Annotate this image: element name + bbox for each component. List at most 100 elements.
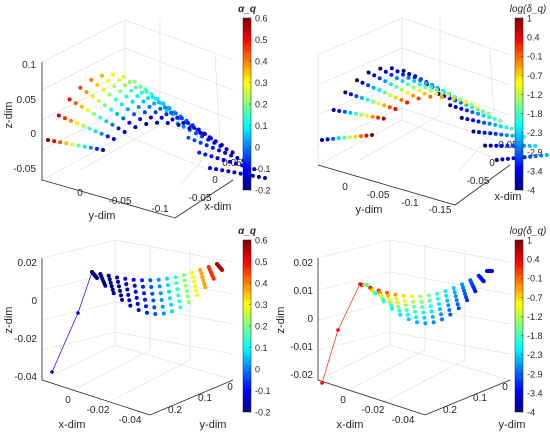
data-point [533,154,538,159]
data-point [125,287,130,292]
data-point [320,381,324,385]
data-point [99,131,104,136]
x-axis-label: x-dim [205,201,232,213]
data-point [132,112,136,117]
data-point [383,69,388,74]
colorbar-tick-label: -1.8 [527,109,543,119]
data-point [192,138,197,143]
x-tick: -0.04 [119,415,142,426]
axes-lines [41,258,234,416]
z-axis-label: z-dim [3,102,15,129]
data-point [423,321,428,326]
data-point [411,93,416,98]
data-point [110,287,115,292]
colorbar-tick-label: 0.2 [255,100,268,110]
data-point [383,79,388,84]
colorbar-tick-label: -4 [527,408,535,418]
data-point [221,158,226,162]
data-point [448,103,453,108]
data-point [101,148,105,152]
data-point [481,113,486,118]
data-point [481,109,485,114]
data-point [342,109,347,114]
data-point [385,290,389,295]
data-point [510,143,515,148]
y-axis-label: y-dim [89,210,116,222]
data-point [110,122,115,127]
data-point [505,143,510,148]
data-point [198,130,203,135]
colorbar-label: α_q [238,4,256,15]
data-point [107,277,112,282]
data-point [402,298,407,303]
data-point [87,126,92,131]
data-point [193,284,197,289]
x-axis-label: x-dim [337,419,364,431]
data-point [488,131,493,136]
data-point [527,143,532,148]
data-point [178,305,183,310]
data-point [381,116,386,121]
data-point [331,108,336,112]
data-point [456,306,461,311]
data-point [471,129,476,134]
data-point [405,312,410,317]
data-point [121,116,126,121]
data-point [438,307,442,312]
y-axis-label: y-dim [200,419,227,431]
colorbar-tick-label: 0.1 [255,343,268,353]
data-point [144,90,149,94]
scatter-points [320,269,494,385]
colorbar-tick-label: 0.5 [255,257,268,267]
y-tick: 0 [342,182,348,193]
data-point [223,150,228,155]
data-point [360,80,365,85]
data-point [50,370,54,374]
data-point [88,145,93,150]
data-point [132,79,137,84]
data-point [410,294,414,299]
data-point [430,314,435,319]
data-point [490,269,494,273]
data-point [453,105,458,109]
data-point [353,134,358,139]
z-tick: -0.02 [290,370,313,381]
data-point [196,127,201,132]
data-point [407,72,412,76]
data-point [235,156,240,160]
data-point [140,278,144,283]
data-point [135,94,140,99]
data-point [200,274,205,279]
data-point [203,285,208,290]
data-point [133,289,138,294]
data-point [67,97,72,102]
data-point [144,122,149,126]
data-point [387,105,392,110]
data-point [428,304,433,309]
data-point [499,143,504,148]
colorbar-tick-label: -0.2 [255,186,271,196]
data-point [446,303,451,308]
data-point [343,90,348,95]
data-point [406,82,410,87]
data-point [98,115,103,120]
data-point [224,147,229,152]
data-point [164,112,169,117]
data-point [446,93,450,98]
data-point [152,305,157,310]
data-point [149,92,154,97]
data-point [482,120,487,125]
data-point [76,311,80,315]
tick-labels: 0.02 0.01 0 -0.01 -0.02 0 -0.02 -0.04 0.… [290,258,508,426]
data-point [399,87,404,92]
data-point [111,291,116,296]
data-point [376,101,381,106]
x-axis-label: x-dim [495,191,522,203]
data-point [256,174,261,179]
data-point [493,123,498,127]
data-point [500,157,505,162]
data-point [128,303,133,308]
x-tick: 0.05 [222,158,242,169]
data-point [376,115,381,120]
colorbar-tick-label: 0 [255,365,260,375]
